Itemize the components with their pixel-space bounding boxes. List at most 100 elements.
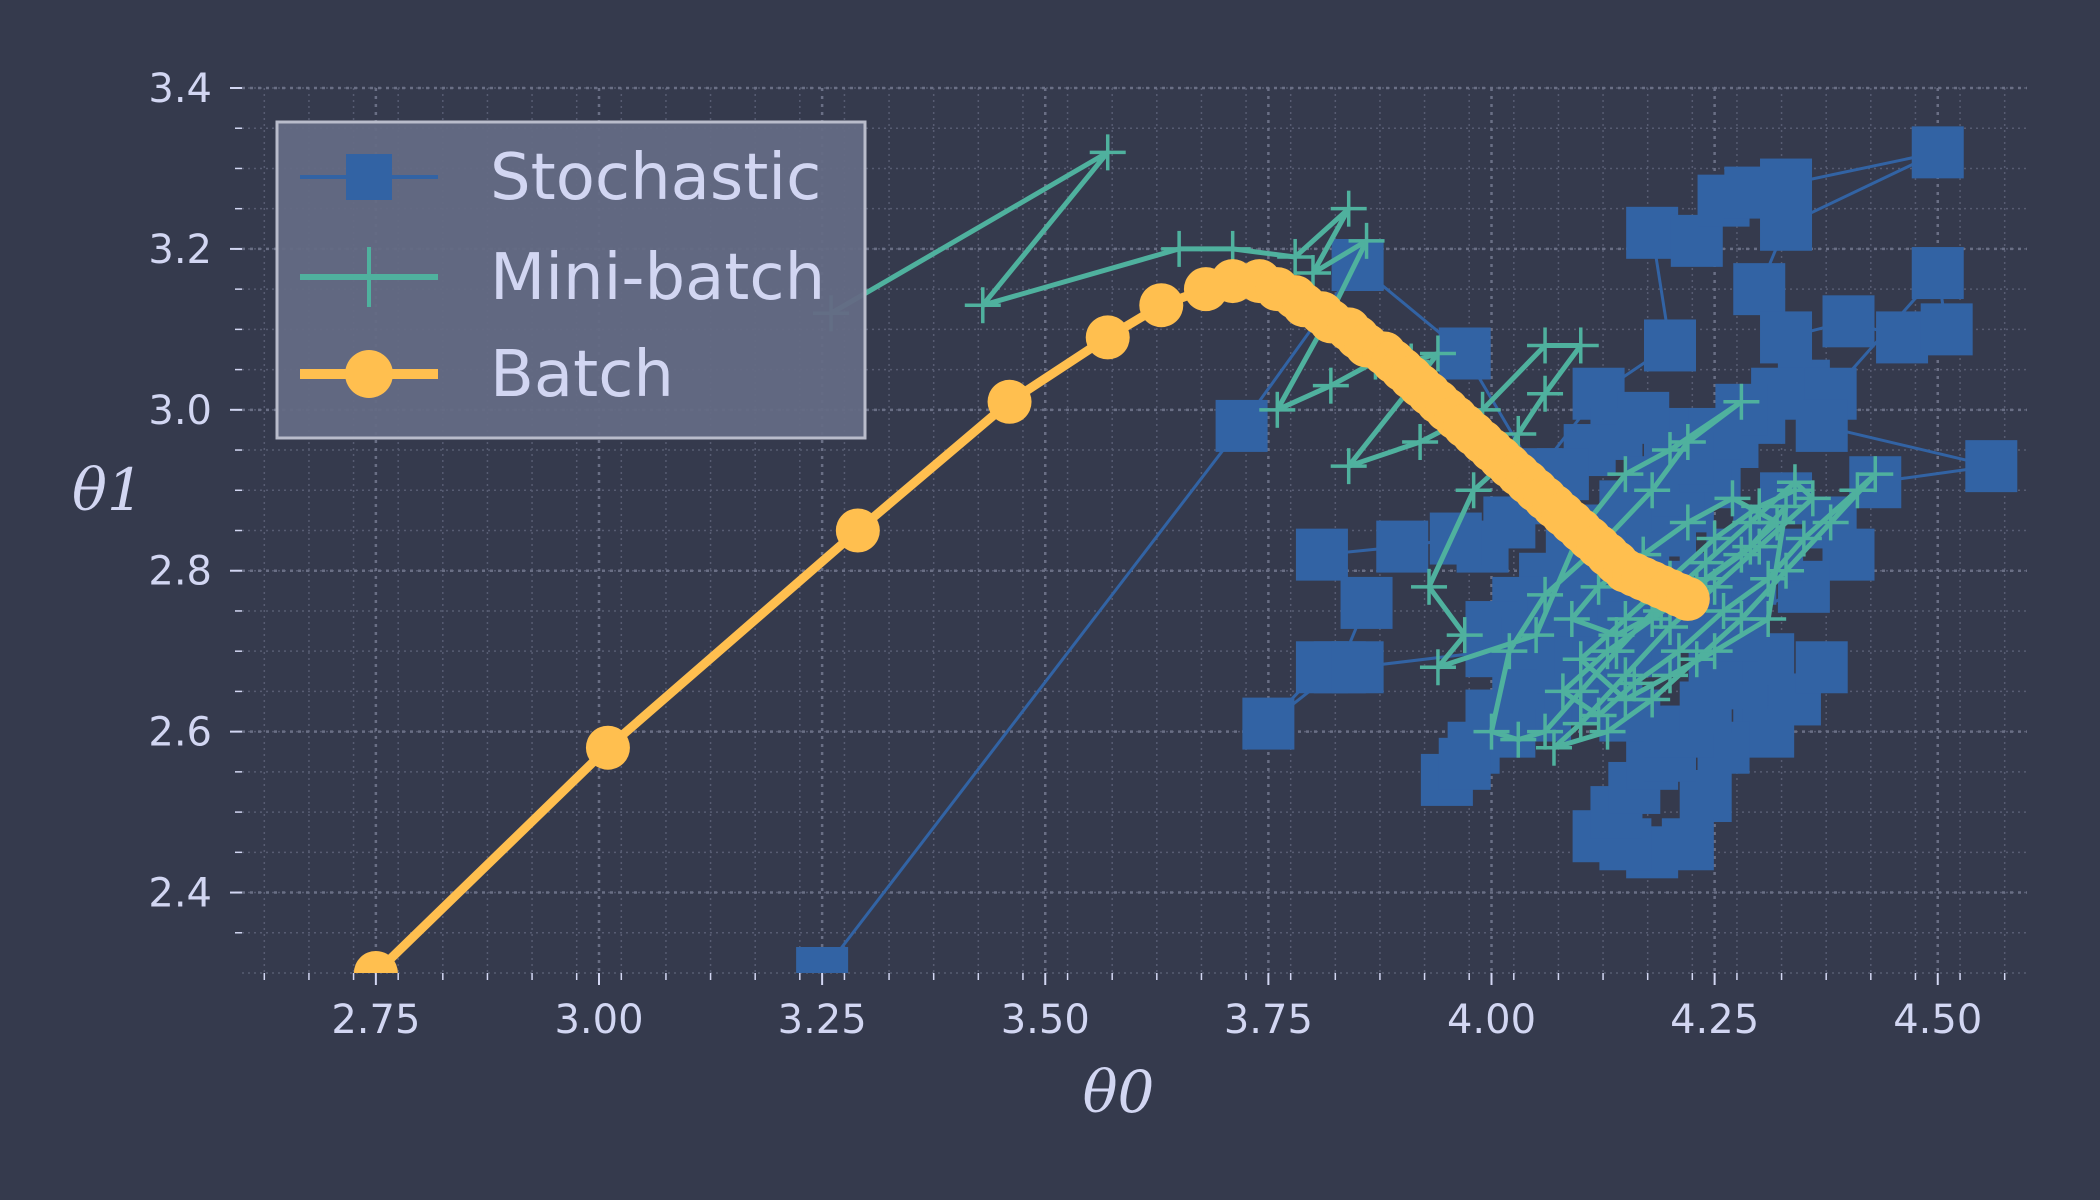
x-tick-label: 4.50 — [1893, 997, 1982, 1043]
x-tick-label: 3.25 — [778, 997, 867, 1043]
minibatch-point — [1616, 665, 1653, 702]
minibatch-point — [1750, 601, 1787, 637]
minibatch-point — [1652, 657, 1688, 694]
stochastic-point — [1644, 319, 1696, 372]
x-tick-label: 2.75 — [331, 997, 420, 1043]
y-tick-label: 3.2 — [148, 227, 212, 273]
minibatch-point — [1527, 375, 1564, 412]
legend-swatch-circle — [345, 350, 393, 398]
minibatch-point — [1723, 383, 1760, 420]
minibatch-point — [1785, 520, 1822, 557]
minibatch-point — [1527, 576, 1564, 613]
minibatch-point — [1455, 472, 1492, 509]
stochastic-point — [1626, 206, 1679, 259]
axes: 2.75 3.00 3.25 3.50 3.75 4.00 4.25 4.50 2.4 2.6 2.… — [72, 66, 2006, 1126]
minibatch-point — [1553, 601, 1590, 637]
stochastic-point — [1876, 311, 1929, 364]
minibatch-point — [1419, 649, 1456, 686]
y-axis-title: θ1 — [72, 456, 144, 524]
legend-item-stochastic: Stochastic — [300, 141, 821, 215]
minibatch-point — [1634, 472, 1671, 509]
minibatch-point — [1750, 560, 1787, 597]
y-tick-label: 2.8 — [148, 549, 212, 595]
x-tick-label: 3.50 — [1001, 997, 1090, 1043]
stochastic-point — [1795, 641, 1848, 694]
x-axis-title: θ0 — [1083, 1058, 1155, 1126]
batch-point — [1139, 283, 1184, 328]
minibatch-point — [1580, 697, 1617, 734]
minibatch-point — [1402, 424, 1439, 460]
minibatch-point — [1544, 673, 1581, 710]
y-tick-label: 2.4 — [148, 871, 212, 917]
stochastic-point — [1795, 399, 1848, 452]
legend-label: Mini-batch — [490, 241, 825, 315]
minibatch-point — [1562, 641, 1599, 678]
batch-point — [1085, 315, 1130, 360]
minibatch-point — [1776, 472, 1813, 509]
x-tick-label: 4.00 — [1447, 997, 1536, 1043]
minibatch-point — [1161, 230, 1198, 267]
minibatch-point — [1312, 367, 1349, 404]
minibatch-point — [1669, 424, 1706, 460]
series-batch — [353, 259, 1710, 973]
legend-item-batch: Batch — [300, 338, 674, 412]
minibatch-point — [1812, 504, 1849, 541]
minibatch-point — [964, 287, 1001, 324]
minibatch-point — [1527, 713, 1564, 750]
minibatch-point — [1535, 729, 1572, 766]
minibatch-point — [1411, 568, 1448, 605]
minibatch-point — [1652, 609, 1688, 646]
stochastic-point — [1438, 737, 1491, 790]
x-tick-label: 4.25 — [1670, 997, 1759, 1043]
x-axis-title-text: θ0 — [1083, 1058, 1155, 1126]
minibatch-point — [1500, 721, 1537, 758]
minibatch-point — [1589, 713, 1626, 750]
legend: Stochastic Mini-batch Batch — [275, 120, 867, 440]
stochastic-point — [796, 947, 849, 973]
minibatch-point — [1652, 432, 1688, 469]
legend-swatch-square — [346, 154, 392, 200]
minibatch-point — [1678, 641, 1715, 678]
minibatch-point — [1723, 536, 1760, 573]
minibatch-point — [1518, 617, 1555, 654]
stochastic-point — [1965, 440, 2018, 493]
batch-point — [353, 951, 398, 973]
stochastic-point — [1331, 641, 1384, 694]
batch-point — [835, 508, 880, 553]
stochastic-point — [1742, 705, 1795, 758]
batch-point — [987, 379, 1032, 424]
minibatch-point — [1714, 480, 1751, 517]
minibatch-point — [1794, 480, 1831, 517]
minibatch-point — [1330, 448, 1367, 485]
minibatch-point — [1607, 601, 1644, 637]
batch-point — [585, 725, 630, 770]
minibatch-point — [1607, 681, 1644, 718]
minibatch-point — [1705, 592, 1742, 629]
y-axis-title-text: θ1 — [72, 456, 144, 524]
stochastic-point — [1340, 576, 1393, 629]
legend-item-mini-batch: Mini-batch — [300, 241, 825, 315]
stochastic-point — [1920, 303, 1973, 356]
minibatch-point — [1419, 335, 1456, 372]
minibatch-point — [1857, 456, 1894, 493]
stochastic-point — [1911, 126, 1964, 179]
legend-label: Stochastic — [490, 141, 821, 215]
minibatch-point — [1348, 222, 1385, 259]
minibatch-point — [1562, 705, 1599, 742]
minibatch-point — [1660, 633, 1697, 670]
batch-point — [1665, 576, 1710, 621]
stochastic-point — [1822, 295, 1875, 348]
minibatch-point — [1732, 528, 1769, 565]
minibatch-point — [1330, 190, 1367, 227]
minibatch-point — [1741, 488, 1778, 525]
stochastic-point — [1911, 247, 1964, 300]
minibatch-point — [1696, 520, 1733, 557]
stochastic-point — [1429, 512, 1482, 565]
y-tick-label: 3.4 — [148, 66, 212, 112]
minibatch-point — [1696, 633, 1733, 670]
plot-area — [353, 126, 2018, 973]
stochastic-point — [1376, 520, 1429, 573]
minibatch-point — [1768, 552, 1805, 589]
stochastic-point — [1242, 697, 1295, 750]
